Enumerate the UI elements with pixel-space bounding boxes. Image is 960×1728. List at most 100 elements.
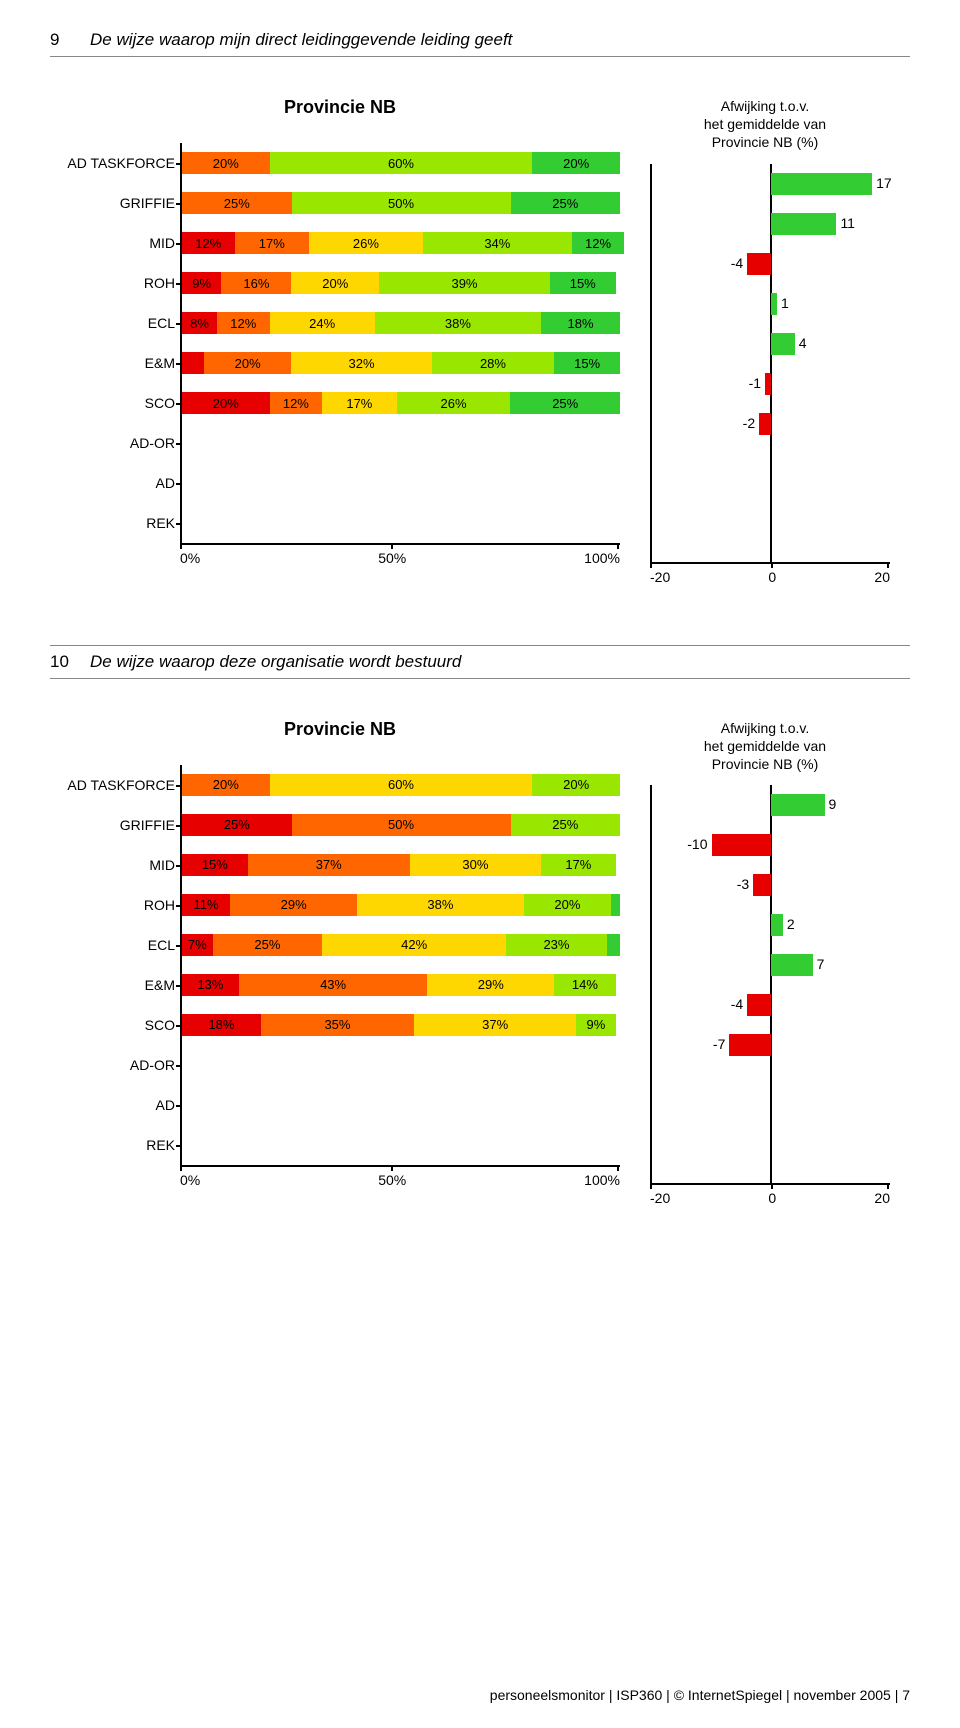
x-tick: 0%: [180, 550, 200, 566]
bar-segment: 25%: [213, 934, 323, 956]
bar-segment: 15%: [182, 854, 248, 876]
deviation-chart-10: Afwijking t.o.v.het gemiddelde vanProvin…: [640, 719, 890, 1207]
bar-segment: 23%: [506, 934, 607, 956]
bar-segment: 7%: [182, 934, 213, 956]
bar-segment: 15%: [550, 272, 616, 294]
bar-track: 20%60%20%: [182, 774, 620, 796]
bar-row: ECL8%12%24%38%18%: [182, 303, 620, 343]
bar-row: MID15%37%30%17%: [182, 845, 620, 885]
chart-10-block: Provincie NB AD TASKFORCE20%60%20%GRIFFI…: [60, 719, 910, 1207]
deviation-row: [652, 1074, 890, 1096]
bar-segment: 17%: [541, 854, 615, 876]
deviation-x-axis: -20 0 20: [650, 564, 890, 585]
bar-segment: 13%: [182, 974, 239, 996]
bar-row: AD: [182, 1085, 620, 1125]
row-label: AD TASKFORCE: [57, 155, 175, 171]
bar-track: 9%16%20%39%15%: [182, 272, 620, 294]
deviation-bar: [747, 994, 771, 1016]
bar-track: 18%35%37%9%: [182, 1014, 620, 1036]
bar-row: ROH11%29%38%20%: [182, 885, 620, 925]
deviation-row: -1: [652, 373, 890, 395]
bar-segment: 38%: [375, 312, 541, 334]
bar-segment: 20%: [204, 352, 292, 374]
deviation-value: -1: [749, 375, 761, 391]
stacked-chart-10: Provincie NB AD TASKFORCE20%60%20%GRIFFI…: [60, 719, 620, 1207]
dev-tick: -20: [650, 1190, 670, 1206]
bar-track: 11%29%38%20%: [182, 894, 620, 916]
bar-segment: 37%: [248, 854, 410, 876]
bar-track: 7%25%42%23%: [182, 934, 620, 956]
row-label: ROH: [57, 897, 175, 913]
bar-segment: 43%: [239, 974, 427, 996]
bar-track: 8%12%24%38%18%: [182, 312, 620, 334]
deviation-bar: [753, 874, 771, 896]
question-text: De wijze waarop mijn direct leidinggeven…: [90, 30, 512, 50]
x-tick: 100%: [584, 550, 620, 566]
deviation-row: [652, 1154, 890, 1176]
deviation-bar: [729, 1034, 771, 1056]
chart-title: Provincie NB: [60, 97, 620, 118]
bar-segment: 25%: [182, 192, 292, 214]
bar-track: [182, 1054, 620, 1076]
bar-row: E&M13%43%29%14%: [182, 965, 620, 1005]
row-label: MID: [57, 235, 175, 251]
bar-row: AD TASKFORCE20%60%20%: [182, 765, 620, 805]
bar-segment: 9%: [182, 272, 221, 294]
row-label: MID: [57, 857, 175, 873]
deviation-value: 7: [817, 956, 825, 972]
bar-segment: 20%: [532, 152, 620, 174]
bar-segment: 20%: [524, 894, 612, 916]
bar-row: AD: [182, 463, 620, 503]
bar-segment: 42%: [322, 934, 506, 956]
row-label: SCO: [57, 1017, 175, 1033]
bar-segment: 12%: [270, 392, 323, 414]
deviation-value: -10: [687, 836, 707, 852]
deviation-bar: [771, 293, 777, 315]
bar-segment: 17%: [322, 392, 396, 414]
row-label: AD-OR: [57, 435, 175, 451]
row-label: REK: [57, 1137, 175, 1153]
bar-segment: 12%: [217, 312, 270, 334]
bar-segment: 15%: [554, 352, 620, 374]
row-label: ROH: [57, 275, 175, 291]
bar-track: 13%43%29%14%: [182, 974, 620, 996]
x-tick: 0%: [180, 1172, 200, 1188]
deviation-value: -2: [743, 415, 755, 431]
deviation-bar: [771, 213, 836, 235]
row-label: SCO: [57, 395, 175, 411]
dev-tick: 20: [874, 569, 890, 585]
bar-segment: 24%: [270, 312, 375, 334]
bar-row: GRIFFIE25%50%25%: [182, 805, 620, 845]
bar-row: SCO20%12%17%26%25%: [182, 383, 620, 423]
bar-segment: 35%: [261, 1014, 414, 1036]
bar-row: REK: [182, 1125, 620, 1165]
deviation-bar: [759, 413, 771, 435]
deviation-row: 11: [652, 213, 890, 235]
bar-segment: 37%: [414, 1014, 576, 1036]
question-number: 9: [50, 30, 90, 50]
deviation-value: -7: [713, 1036, 725, 1052]
row-label: GRIFFIE: [57, 195, 175, 211]
deviation-value: 1: [781, 295, 789, 311]
bar-segment: 39%: [379, 272, 550, 294]
bar-segment: 20%: [532, 774, 620, 796]
x-axis: 0% 50% 100%: [180, 545, 620, 566]
dev-tick: -20: [650, 569, 670, 585]
bar-track: [182, 1094, 620, 1116]
deviation-value: -4: [731, 996, 743, 1012]
bar-row: ECL7%25%42%23%: [182, 925, 620, 965]
bar-track: 20%60%20%: [182, 152, 620, 174]
bar-track: [182, 512, 620, 534]
bar-segment: 12%: [182, 232, 235, 254]
deviation-row: [652, 493, 890, 515]
bar-segment: 9%: [576, 1014, 615, 1036]
x-axis: 0% 50% 100%: [180, 1167, 620, 1188]
deviation-row: 17: [652, 173, 890, 195]
deviation-row: 2: [652, 914, 890, 936]
row-label: ECL: [57, 315, 175, 331]
bar-row: AD-OR: [182, 1045, 620, 1085]
bar-segment: [182, 352, 204, 374]
deviation-bar: [771, 914, 783, 936]
row-label: E&M: [57, 355, 175, 371]
deviation-title: Afwijking t.o.v.het gemiddelde vanProvin…: [640, 97, 890, 152]
